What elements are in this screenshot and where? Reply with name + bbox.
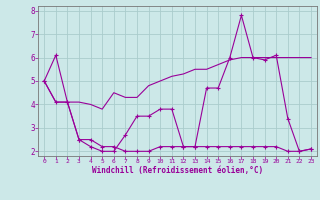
X-axis label: Windchill (Refroidissement éolien,°C): Windchill (Refroidissement éolien,°C) [92,166,263,175]
